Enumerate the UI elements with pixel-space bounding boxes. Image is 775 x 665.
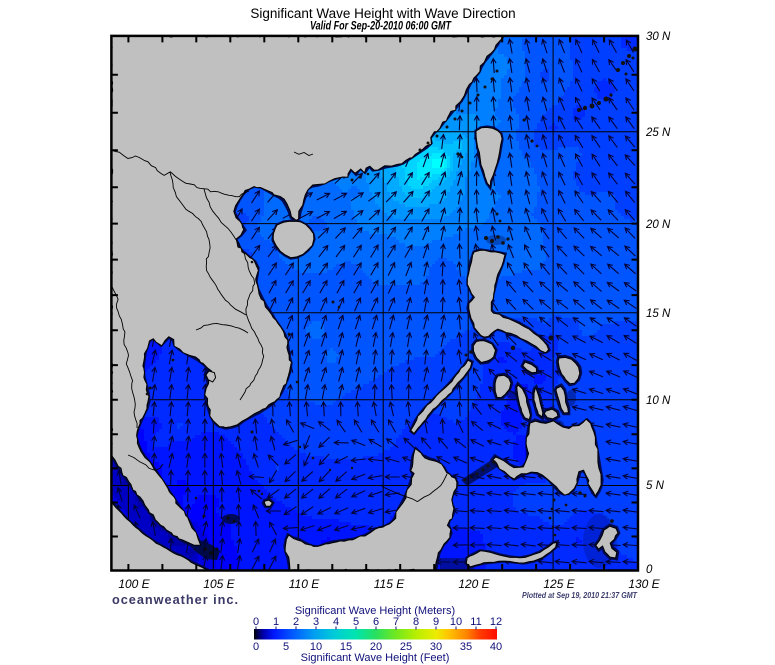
svg-text:6: 6 xyxy=(373,616,379,628)
svg-text:25: 25 xyxy=(400,641,412,653)
svg-text:0: 0 xyxy=(646,564,653,576)
svg-text:25 N: 25 N xyxy=(645,127,671,139)
svg-text:30: 30 xyxy=(430,641,442,653)
svg-text:105 E: 105 E xyxy=(203,577,235,591)
svg-text:110 E: 110 E xyxy=(289,577,320,591)
svg-text:115 E: 115 E xyxy=(374,577,405,591)
svg-text:35: 35 xyxy=(460,641,472,653)
svg-text:30 N: 30 N xyxy=(646,31,671,43)
svg-text:2: 2 xyxy=(293,616,299,628)
svg-text:Significant Wave Height (Feet): Significant Wave Height (Feet) xyxy=(301,652,450,664)
svg-text:125 E: 125 E xyxy=(543,577,575,591)
svg-text:20: 20 xyxy=(370,641,382,653)
svg-text:4: 4 xyxy=(333,616,339,628)
svg-text:oceanweather inc.: oceanweather inc. xyxy=(112,592,239,607)
svg-text:5 N: 5 N xyxy=(646,480,665,492)
svg-text:130 E: 130 E xyxy=(628,577,660,591)
svg-text:5: 5 xyxy=(353,616,359,628)
svg-text:12: 12 xyxy=(490,616,502,628)
svg-text:10: 10 xyxy=(310,641,322,653)
svg-text:120 E: 120 E xyxy=(458,577,490,591)
svg-text:20 N: 20 N xyxy=(645,219,671,231)
svg-text:7: 7 xyxy=(393,616,399,628)
svg-text:3: 3 xyxy=(313,616,319,628)
svg-text:Significant Wave Height (Meter: Significant Wave Height (Meters) xyxy=(295,605,455,617)
svg-text:0: 0 xyxy=(253,616,259,628)
svg-text:0: 0 xyxy=(253,641,259,653)
svg-text:100 E: 100 E xyxy=(118,577,150,591)
svg-text:1: 1 xyxy=(273,616,279,628)
svg-text:40: 40 xyxy=(490,641,502,653)
svg-text:5: 5 xyxy=(283,641,289,653)
svg-text:15: 15 xyxy=(340,641,352,653)
svg-text:10: 10 xyxy=(450,616,462,628)
svg-text:11: 11 xyxy=(470,616,481,628)
svg-text:10 N: 10 N xyxy=(646,395,671,407)
svg-text:9: 9 xyxy=(433,616,439,628)
svg-text:8: 8 xyxy=(413,616,419,628)
svg-text:Valid For Sep-20-2010 06:00 GM: Valid For Sep-20-2010 06:00 GMT xyxy=(310,19,452,33)
svg-text:Plotted at Sep 19, 2010 21:37: Plotted at Sep 19, 2010 21:37 GMT xyxy=(522,591,638,600)
svg-text:Significant Wave Height with W: Significant Wave Height with Wave Direct… xyxy=(250,6,515,21)
svg-text:15 N: 15 N xyxy=(646,308,671,320)
